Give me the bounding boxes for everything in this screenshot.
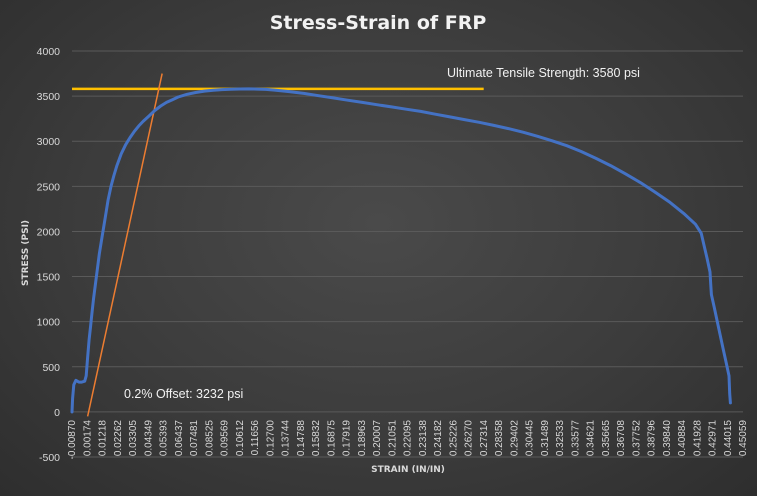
x-tick-label: 0.40884 <box>677 420 688 457</box>
x-tick-label: 0.21051 <box>387 420 398 457</box>
x-tick-label: 0.11656 <box>250 420 261 456</box>
x-tick-label: 0.41928 <box>692 420 703 457</box>
x-tick-label: 0.27314 <box>479 420 490 457</box>
x-tick-label: 0.38796 <box>647 420 658 457</box>
series-layer <box>70 87 732 414</box>
y-tick-label: 1500 <box>37 272 61 284</box>
ultimate-tensile-strength-label: Ultimate Tensile Strength: 3580 psi <box>447 66 640 80</box>
x-tick-label: 0.18963 <box>357 420 368 457</box>
y-tick-label: 500 <box>42 362 60 374</box>
x-tick-label: 0.01218 <box>98 420 109 457</box>
x-tick-label: 0.07481 <box>189 420 200 457</box>
x-tick-label: 0.03305 <box>128 420 139 457</box>
x-axis-title: STRAIN (IN/IN) <box>371 465 445 475</box>
x-tick-label: 0.32533 <box>555 420 566 457</box>
y-tick-label: -500 <box>39 452 60 464</box>
x-tick-label: 0.25226 <box>448 420 459 457</box>
y-axis-ticks: 4000 3500 3000 2500 2000 1500 1000 500 0 -500 <box>37 46 61 464</box>
offset-line <box>86 73 163 417</box>
x-tick-label: 0.42971 <box>708 420 719 457</box>
y-tick-label: 0 <box>54 407 60 419</box>
x-tick-label: 0.35665 <box>601 420 612 457</box>
y-tick-label: 3500 <box>37 91 61 103</box>
x-tick-label: 0.06437 <box>174 420 185 457</box>
y-tick-label: 3000 <box>37 136 61 148</box>
y-tick-label: 1000 <box>37 317 61 329</box>
x-tick-label: 0.14788 <box>296 420 307 457</box>
x-tick-label: 0.12700 <box>265 420 276 457</box>
y-tick-label: 2500 <box>37 181 61 193</box>
x-tick-label: 0.39840 <box>662 420 673 457</box>
x-tick-label: 0.37752 <box>631 420 642 457</box>
x-tick-label: 0.34621 <box>586 420 597 457</box>
x-tick-label: 0.00174 <box>82 420 93 457</box>
y-axis-title: STRESS (PSI) <box>21 220 31 286</box>
x-tick-label: 0.09569 <box>220 420 231 457</box>
x-tick-label: 0.33577 <box>570 420 581 457</box>
x-tick-label: 0.20007 <box>372 420 383 457</box>
x-tick-label: 0.31489 <box>540 420 551 457</box>
offset-label: 0.2% Offset: 3232 psi <box>124 387 243 401</box>
x-tick-label: 0.26270 <box>464 420 475 457</box>
x-tick-label: 0.22095 <box>403 420 414 457</box>
x-tick-label: 0.05393 <box>159 420 170 457</box>
x-tick-label: 0.04349 <box>143 420 154 457</box>
x-tick-label: 0.44015 <box>723 420 734 457</box>
reference-lines: Ultimate Tensile Strength: 3580 psi 0.2% … <box>72 66 640 417</box>
x-tick-label: 0.02262 <box>113 420 124 457</box>
x-tick-label: 0.30445 <box>525 420 536 457</box>
x-tick-label: 0.45059 <box>738 420 749 457</box>
y-tick-label: 4000 <box>37 46 61 58</box>
x-tick-label: 0.24182 <box>433 420 444 457</box>
x-tick-label: 0.23138 <box>418 420 429 457</box>
x-tick-label: 0.28358 <box>494 420 505 457</box>
x-tick-label: 0.36708 <box>616 420 627 457</box>
x-tick-label: 0.29402 <box>509 420 520 457</box>
x-tick-label: 0.08525 <box>204 420 215 457</box>
x-axis-ticks: -0.00870 0.00174 0.01218 0.02262 0.03305 0.04… <box>67 420 749 460</box>
x-tick-label: -0.00870 <box>67 420 78 460</box>
x-tick-label: 0.17919 <box>342 420 353 457</box>
x-tick-label: 0.13744 <box>281 420 292 457</box>
x-tick-label: 0.15832 <box>311 420 322 457</box>
x-tick-label: 0.16875 <box>326 420 337 457</box>
x-tick-label: 0.10612 <box>235 420 246 457</box>
chart-title: Stress-Strain of FRP <box>270 12 487 34</box>
y-tick-label: 2000 <box>37 226 61 238</box>
stress-strain-curve <box>70 87 732 414</box>
